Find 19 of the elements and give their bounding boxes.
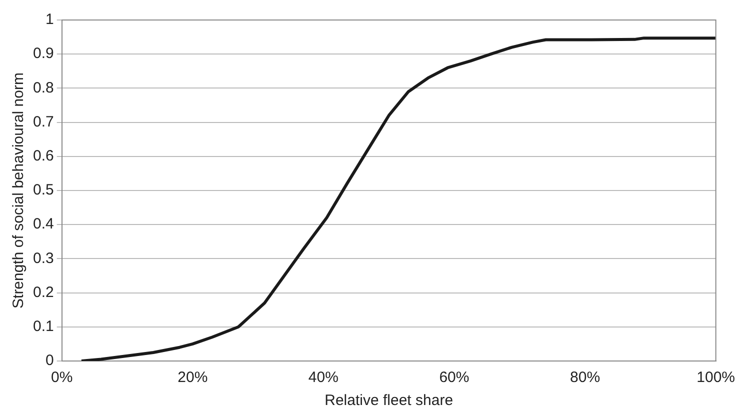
x-tick-label: 80% — [570, 369, 600, 386]
y-tick-label: 0.8 — [32, 79, 54, 96]
x-tick-label: 100% — [696, 369, 736, 386]
x-tick-label: 20% — [178, 369, 208, 386]
y-tick-label: 0.9 — [32, 45, 54, 62]
x-tick-label: 0% — [51, 369, 73, 386]
y-axis-title: Strength of social behavioural norm — [10, 72, 28, 308]
x-axis-title: Relative fleet share — [324, 392, 454, 410]
y-tick-label: 0.3 — [32, 250, 54, 267]
y-tick-label: 0.4 — [32, 216, 54, 233]
y-tick-label: 0.2 — [32, 284, 54, 301]
y-tick-label: 0.7 — [32, 113, 54, 130]
x-tick-label: 40% — [308, 369, 338, 386]
x-tick-label: 60% — [439, 369, 470, 386]
y-tick-label: 0.1 — [32, 318, 54, 336]
y-tick-label: 1 — [46, 11, 54, 28]
y-tick-label: 0.6 — [32, 148, 54, 165]
y-tick-label: 0 — [46, 352, 54, 370]
y-tick-label: 0.5 — [32, 182, 54, 199]
